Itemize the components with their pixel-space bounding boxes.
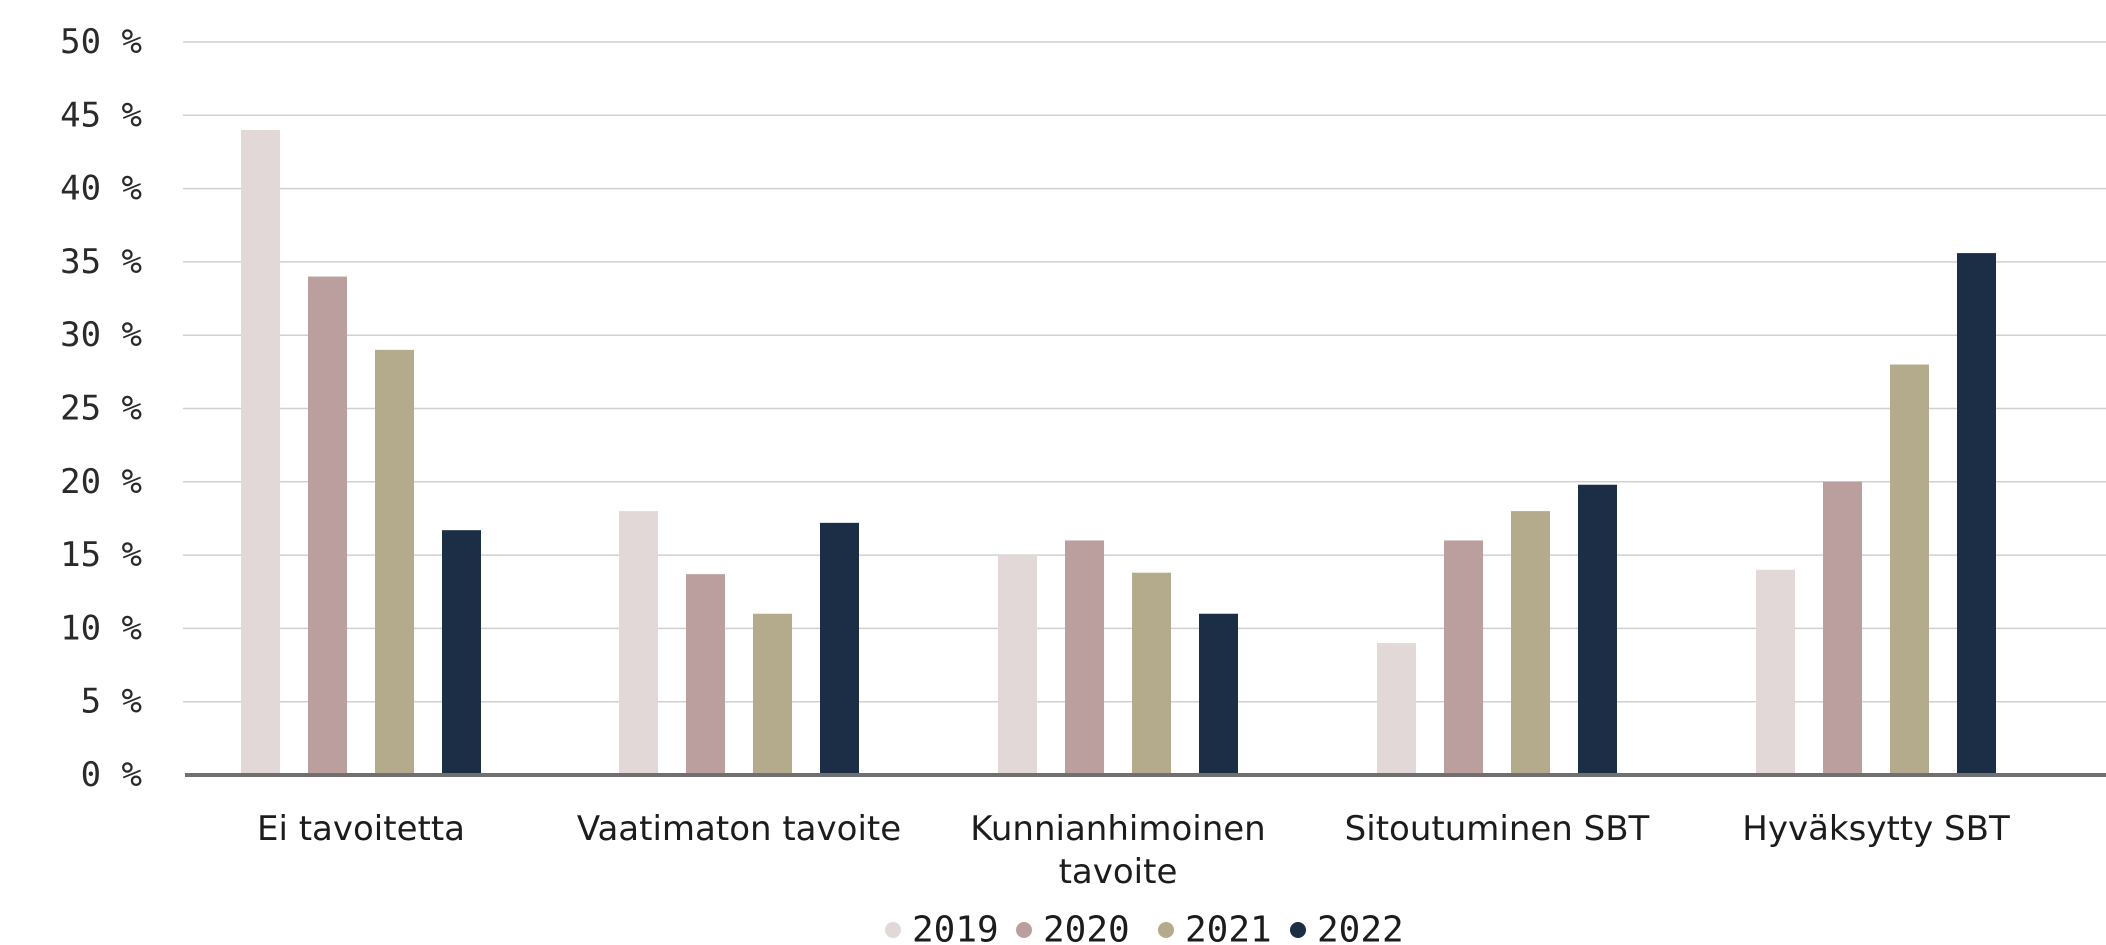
bar-2020 bbox=[1065, 540, 1104, 775]
y-tick-label: 50 % bbox=[60, 22, 142, 62]
bar-2021 bbox=[753, 613, 792, 775]
legend-marker-2021 bbox=[1158, 922, 1174, 938]
bars bbox=[241, 129, 1996, 775]
bar-2019 bbox=[1756, 569, 1795, 775]
bar-2019 bbox=[1377, 643, 1416, 775]
bar-2022 bbox=[442, 530, 481, 775]
y-tick-label: 0 % bbox=[81, 755, 142, 795]
legend-label-2020: 2020 bbox=[1043, 910, 1130, 945]
x-tick-label: Hyväksytty SBT bbox=[1742, 809, 2010, 849]
bar-2020 bbox=[308, 276, 347, 775]
x-axis-category-labels: Ei tavoitetta Vaatimaton tavoite Kunnianhi… bbox=[257, 809, 2010, 892]
legend: 2019 2020 2021 2022 bbox=[885, 910, 1404, 945]
bar-2022 bbox=[1199, 613, 1238, 775]
bar-2019 bbox=[998, 555, 1037, 775]
x-tick-label: tavoite bbox=[1059, 852, 1178, 892]
bar-2021 bbox=[1132, 572, 1171, 775]
bar-2020 bbox=[1823, 481, 1862, 775]
legend-label-2021: 2021 bbox=[1185, 910, 1272, 945]
y-tick-label: 35 % bbox=[60, 242, 142, 282]
legend-label-2022: 2022 bbox=[1317, 910, 1404, 945]
legend-label-2019: 2019 bbox=[912, 910, 999, 945]
bar-2019 bbox=[619, 511, 658, 775]
y-tick-label: 10 % bbox=[60, 608, 142, 648]
x-tick-label: Ei tavoitetta bbox=[257, 809, 465, 849]
legend-marker-2022 bbox=[1290, 922, 1306, 938]
x-tick-label: Sitoutuminen SBT bbox=[1345, 809, 1650, 849]
y-tick-label: 30 % bbox=[60, 315, 142, 355]
bar-2022 bbox=[820, 522, 859, 775]
bar-2020 bbox=[686, 574, 725, 775]
y-tick-label: 15 % bbox=[60, 535, 142, 575]
y-tick-label: 25 % bbox=[60, 389, 142, 429]
bar-2020 bbox=[1444, 540, 1483, 775]
y-tick-label: 45 % bbox=[60, 95, 142, 135]
y-tick-label: 20 % bbox=[60, 462, 142, 502]
legend-marker-2020 bbox=[1016, 922, 1032, 938]
bar-2022 bbox=[1957, 253, 1996, 775]
bar-2019 bbox=[241, 129, 280, 775]
bar-2021 bbox=[1511, 511, 1550, 775]
x-tick-label: Vaatimaton tavoite bbox=[577, 809, 901, 849]
bar-2022 bbox=[1578, 484, 1617, 775]
bar-2021 bbox=[375, 349, 414, 775]
gridlines bbox=[183, 41, 2106, 703]
y-tick-label: 40 % bbox=[60, 169, 142, 209]
y-tick-label: 5 % bbox=[81, 682, 142, 722]
bar-2021 bbox=[1890, 364, 1929, 775]
y-axis-tick-labels: 0 % 5 % 10 % 15 % 20 % 25 % 30 % 35 % 40 % 45 % 50… bbox=[60, 22, 142, 795]
x-tick-label: Kunnianhimoinen bbox=[970, 809, 1265, 849]
legend-marker-2019 bbox=[885, 922, 901, 938]
